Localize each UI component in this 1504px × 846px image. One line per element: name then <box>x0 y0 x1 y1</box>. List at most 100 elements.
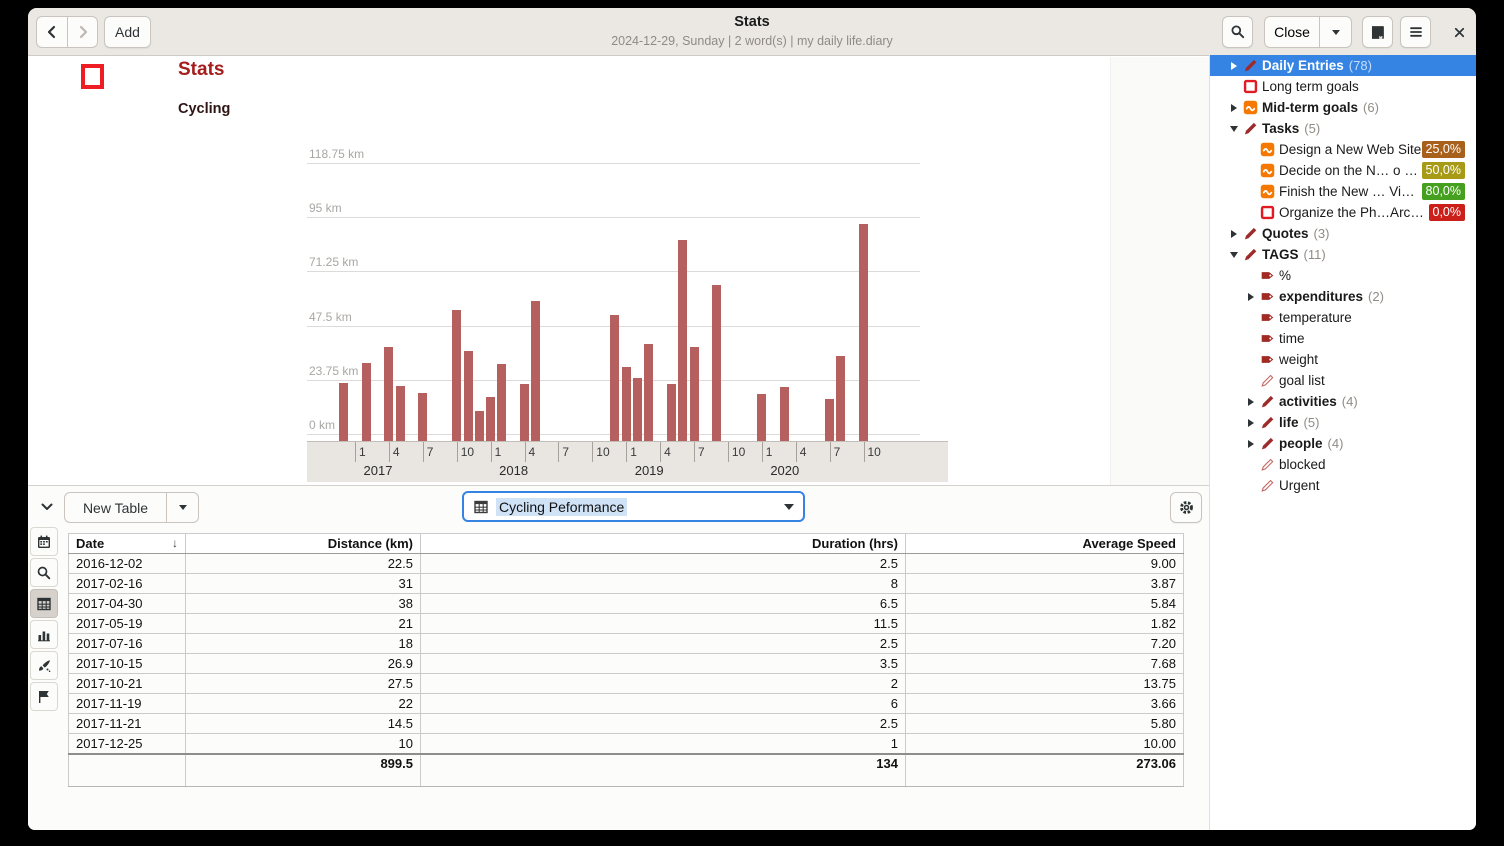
sidebar-item-weight[interactable]: weight <box>1210 349 1476 370</box>
table-cell[interactable]: 2017-07-16 <box>68 633 186 654</box>
table-cell[interactable]: 11.5 <box>420 613 906 634</box>
table-cell[interactable]: 7.68 <box>905 653 1184 674</box>
column-header-duration-hrs[interactable]: Duration (hrs) <box>420 533 906 554</box>
table-cell[interactable]: 3.66 <box>905 693 1184 714</box>
table-cell[interactable]: 31 <box>185 573 421 594</box>
table-cell[interactable]: 26.9 <box>185 653 421 674</box>
sidebar-item-design-a-new-web-site[interactable]: Design a New Web Site 25,0% <box>1210 139 1476 160</box>
sidebar-item-goal-list[interactable]: goal list <box>1210 370 1476 391</box>
expander-right-icon[interactable] <box>1226 103 1242 112</box>
table-row[interactable]: 2017-02-16 31 8 3.87 <box>68 573 1184 594</box>
table-cell[interactable]: 13.75 <box>905 673 1184 694</box>
sidebar-item-[interactable]: % <box>1210 265 1476 286</box>
add-button[interactable]: Add <box>104 16 151 48</box>
table-row[interactable]: 2017-07-16 18 2.5 7.20 <box>68 633 1184 654</box>
table-cell[interactable]: 10 <box>185 733 421 754</box>
expander-right-icon[interactable] <box>1243 439 1259 448</box>
expander-right-icon[interactable] <box>1226 61 1242 70</box>
table-row[interactable]: 2017-11-21 14.5 2.5 5.80 <box>68 713 1184 734</box>
close-button[interactable]: Close <box>1264 16 1319 48</box>
sidebar-item-urgent[interactable]: Urgent <box>1210 475 1476 496</box>
menu-button[interactable] <box>1400 16 1431 48</box>
table-view-button[interactable] <box>30 589 58 618</box>
table-selector-combobox[interactable]: Cycling Peformance <box>462 491 805 522</box>
table-row[interactable]: 2016-12-02 22.5 2.5 9.00 <box>68 553 1184 574</box>
journal-button[interactable] <box>1362 16 1393 48</box>
sidebar-item-temperature[interactable]: temperature <box>1210 307 1476 328</box>
table-cell[interactable]: 1.82 <box>905 613 1184 634</box>
table-cell[interactable]: 2.5 <box>420 713 906 734</box>
table-settings-button[interactable] <box>1170 492 1202 523</box>
sidebar-item-long-term-goals[interactable]: Long term goals <box>1210 76 1476 97</box>
new-table-button[interactable]: New Table <box>64 492 166 523</box>
column-header-date[interactable]: Date ↓ <box>68 533 186 554</box>
todo-checkbox-icon[interactable] <box>81 64 104 89</box>
collapse-panel-button[interactable] <box>34 494 60 520</box>
column-header-distance-km[interactable]: Distance (km) <box>185 533 421 554</box>
expander-right-icon[interactable] <box>1226 229 1242 238</box>
table-cell[interactable]: 18 <box>185 633 421 654</box>
table-cell[interactable]: 6.5 <box>420 593 906 614</box>
table-cell[interactable]: 2 <box>420 673 906 694</box>
chart-view-button[interactable] <box>30 620 58 649</box>
sidebar-item-time[interactable]: time <box>1210 328 1476 349</box>
sidebar-item-activities[interactable]: activities (4) <box>1210 391 1476 412</box>
sidebar-item-tags[interactable]: TAGS (11) <box>1210 244 1476 265</box>
table-cell[interactable]: 3.5 <box>420 653 906 674</box>
table-cell[interactable]: 2017-10-21 <box>68 673 186 694</box>
sidebar-item-daily-entries[interactable]: Daily Entries (78) <box>1210 55 1476 76</box>
search-button[interactable] <box>1222 16 1253 48</box>
sidebar-item-people[interactable]: people (4) <box>1210 433 1476 454</box>
forward-button[interactable] <box>67 16 98 48</box>
table-row[interactable]: 2017-11-19 22 6 3.66 <box>68 693 1184 714</box>
table-cell[interactable]: 5.80 <box>905 713 1184 734</box>
table-row[interactable]: 2017-10-15 26.9 3.5 7.68 <box>68 653 1184 674</box>
back-button[interactable] <box>36 16 67 48</box>
table-cell[interactable]: 5.84 <box>905 593 1184 614</box>
sidebar-item-quotes[interactable]: Quotes (3) <box>1210 223 1476 244</box>
table-cell[interactable]: 27.5 <box>185 673 421 694</box>
sidebar-item-tasks[interactable]: Tasks (5) <box>1210 118 1476 139</box>
table-cell[interactable]: 22 <box>185 693 421 714</box>
sidebar-item-life[interactable]: life (5) <box>1210 412 1476 433</box>
sidebar-item-blocked[interactable]: blocked <box>1210 454 1476 475</box>
table-cell[interactable]: 2017-11-21 <box>68 713 186 734</box>
draw-view-button[interactable] <box>30 651 58 680</box>
table-cell[interactable]: 38 <box>185 593 421 614</box>
table-cell[interactable]: 2.5 <box>420 553 906 574</box>
expander-right-icon[interactable] <box>1243 418 1259 427</box>
table-cell[interactable]: 2.5 <box>420 633 906 654</box>
table-row[interactable]: 2017-05-19 21 11.5 1.82 <box>68 613 1184 634</box>
sidebar-item-organize-the-ph-archive[interactable]: Organize the Ph…Archive 0,0% <box>1210 202 1476 223</box>
table-row[interactable]: 2017-04-30 38 6.5 5.84 <box>68 593 1184 614</box>
expander-right-icon[interactable] <box>1243 292 1259 301</box>
table-cell[interactable]: 2017-11-19 <box>68 693 186 714</box>
sidebar-item-expenditures[interactable]: expenditures (2) <box>1210 286 1476 307</box>
sidebar-item-finish-the-new-video[interactable]: Finish the New … Video 80,0% <box>1210 181 1476 202</box>
new-table-options-button[interactable] <box>166 492 199 523</box>
search-view-button[interactable] <box>30 558 58 587</box>
table-cell[interactable]: 14.5 <box>185 713 421 734</box>
table-cell[interactable]: 21 <box>185 613 421 634</box>
expander-down-icon[interactable] <box>1226 251 1242 258</box>
sidebar-item-mid-term-goals[interactable]: Mid-term goals (6) <box>1210 97 1476 118</box>
table-cell[interactable]: 22.5 <box>185 553 421 574</box>
sidebar-item-decide-on-the-n-o-buy[interactable]: Decide on the N… o Buy 50,0% <box>1210 160 1476 181</box>
calendar-view-button[interactable] <box>30 527 58 556</box>
table-cell[interactable]: 9.00 <box>905 553 1184 574</box>
table-cell[interactable]: 6 <box>420 693 906 714</box>
table-cell[interactable]: 2017-04-30 <box>68 593 186 614</box>
table-cell[interactable]: 1 <box>420 733 906 754</box>
table-row[interactable]: 2017-10-21 27.5 2 13.75 <box>68 673 1184 694</box>
table-cell[interactable]: 2016-12-02 <box>68 553 186 574</box>
table-cell[interactable]: 7.20 <box>905 633 1184 654</box>
expander-right-icon[interactable] <box>1243 397 1259 406</box>
expander-down-icon[interactable] <box>1226 125 1242 132</box>
table-cell[interactable]: 2017-12-25 <box>68 733 186 754</box>
table-cell[interactable]: 3.87 <box>905 573 1184 594</box>
window-close-button[interactable] <box>1444 16 1474 48</box>
flag-view-button[interactable] <box>30 682 58 711</box>
table-cell[interactable]: 8 <box>420 573 906 594</box>
table-row[interactable]: 2017-12-25 10 1 10.00 <box>68 733 1184 754</box>
table-cell[interactable]: 2017-02-16 <box>68 573 186 594</box>
